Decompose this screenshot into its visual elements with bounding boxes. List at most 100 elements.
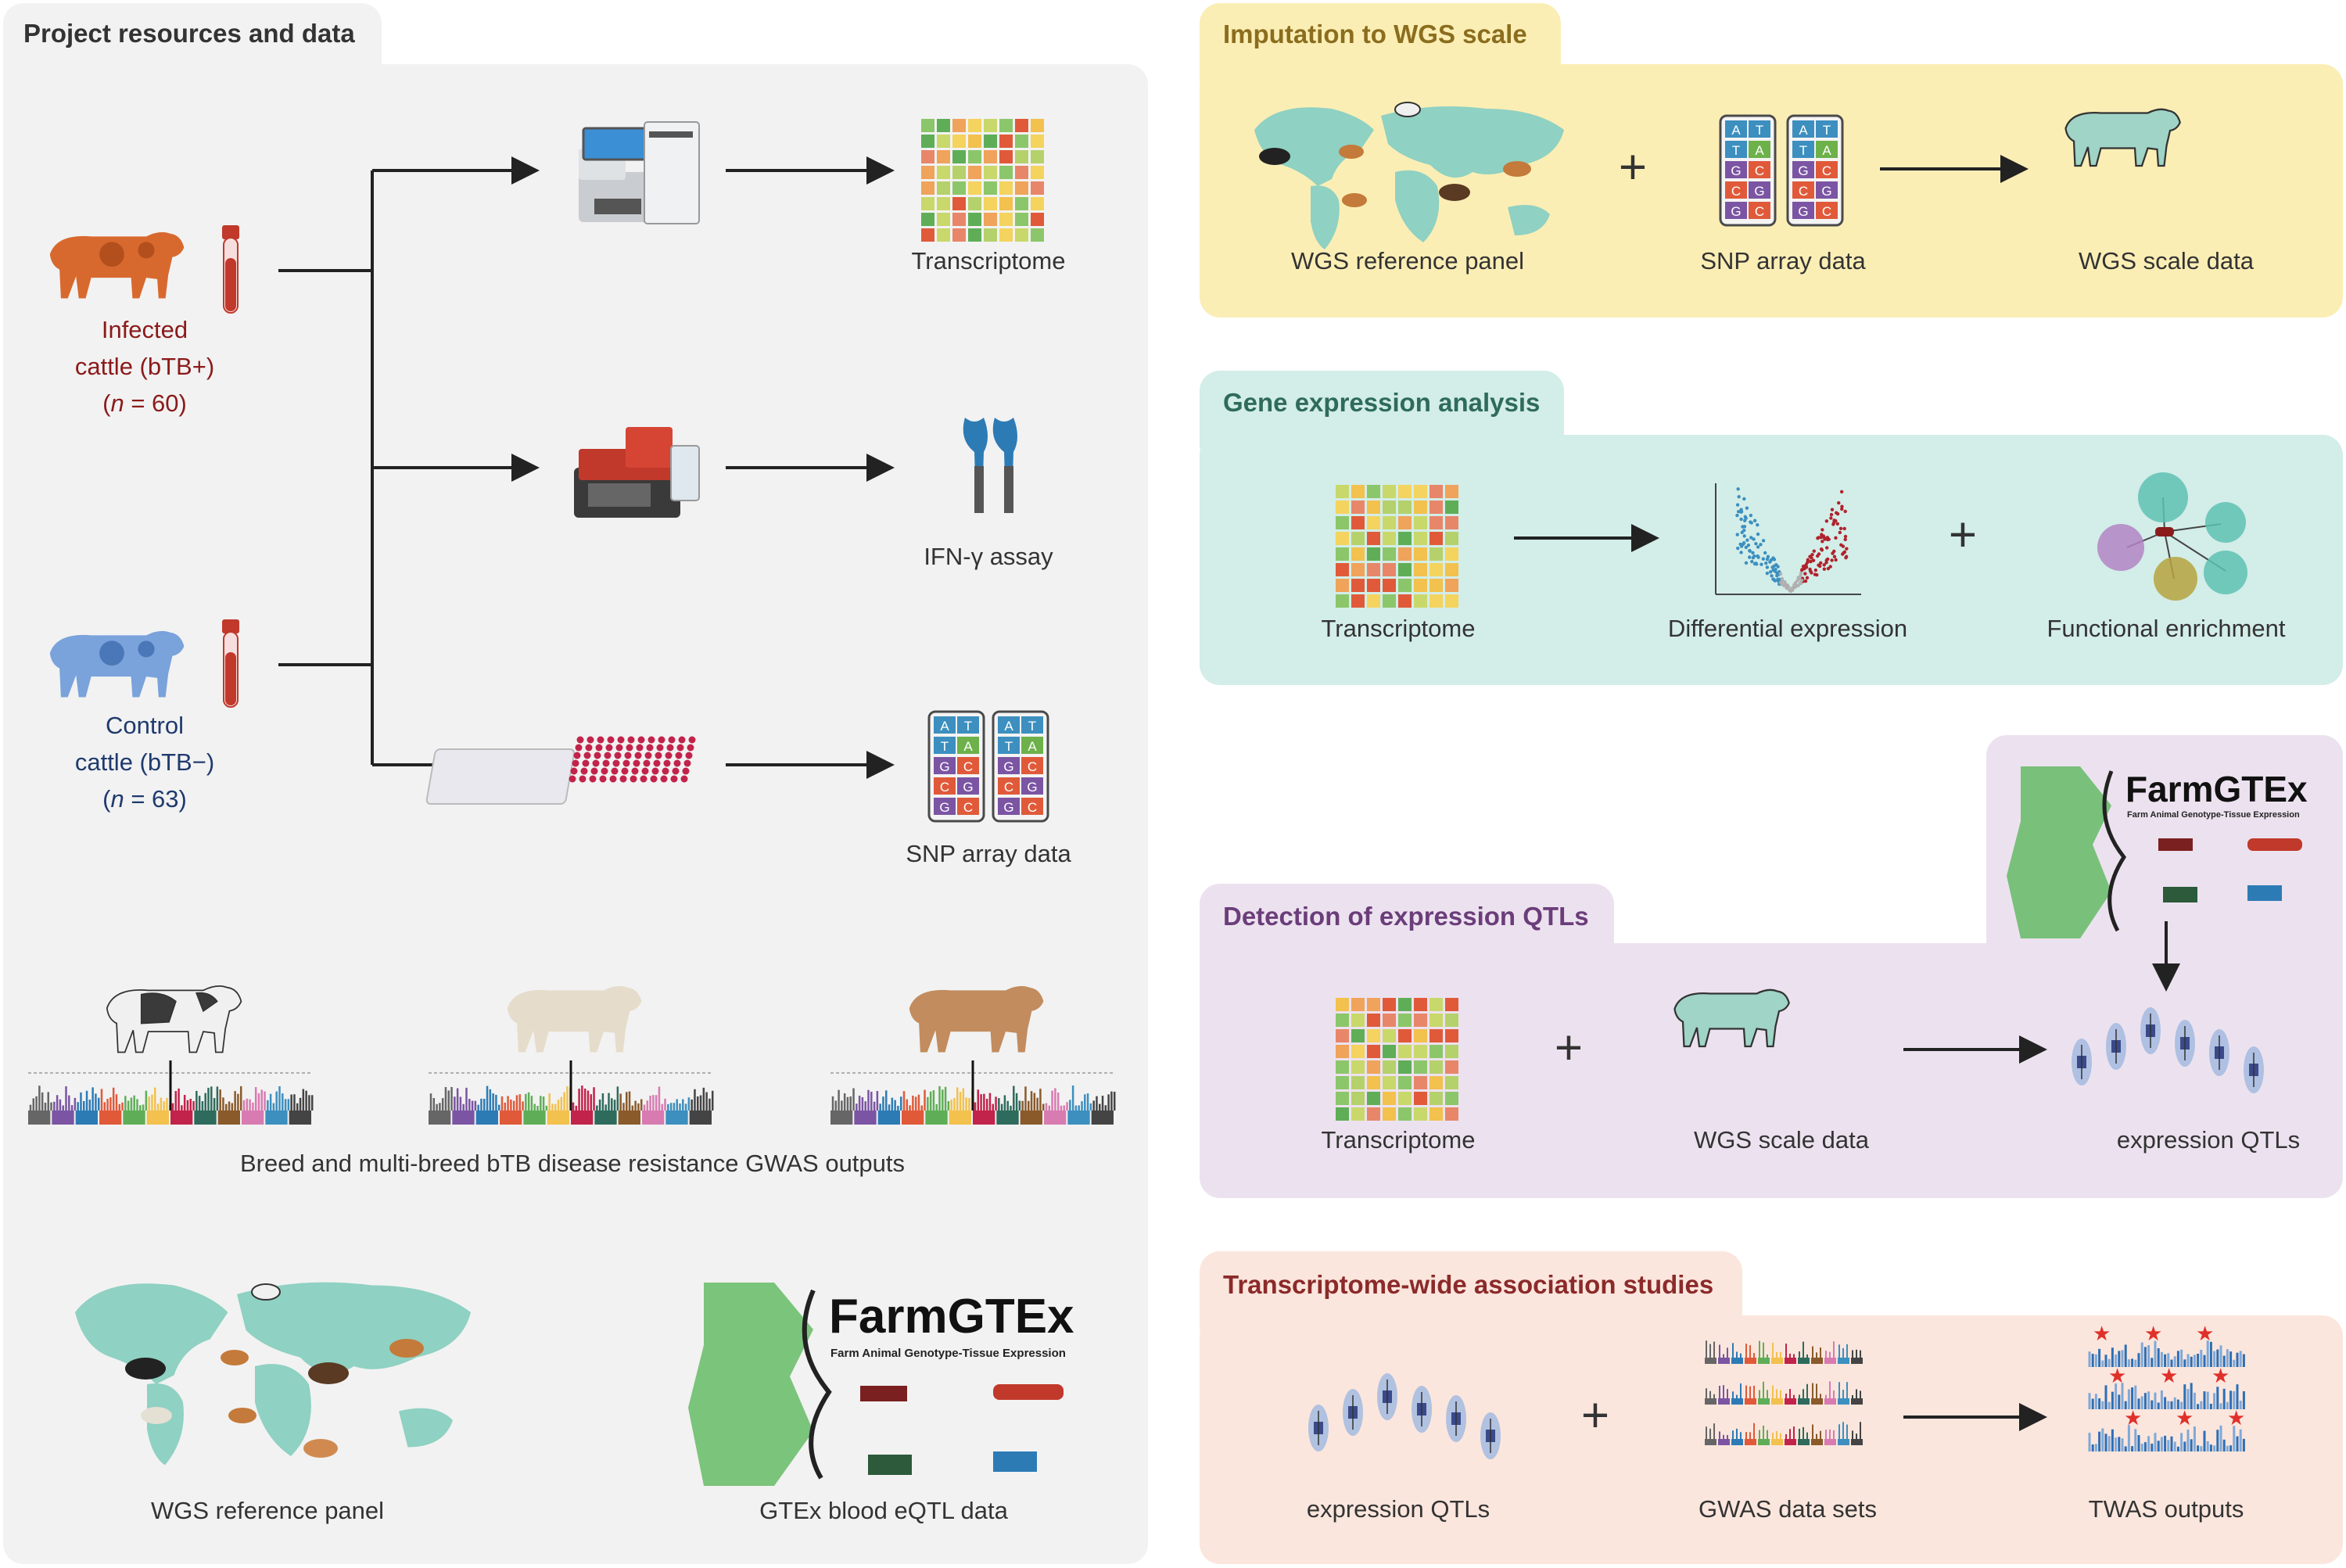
volcano-point — [1763, 551, 1767, 555]
gene-expression-item-2: Differential expression — [1667, 615, 1908, 642]
heatmap-cell — [1414, 485, 1427, 498]
heatmap-cell — [984, 197, 997, 210]
heatmap-cell — [1445, 1076, 1458, 1089]
gwas-band — [1758, 1358, 1770, 1364]
wgs-reference-label: WGS reference panel — [150, 1497, 385, 1524]
heatmap-cell — [921, 150, 934, 163]
infected-blood-tube-icon — [222, 225, 239, 314]
volcano-point — [1765, 571, 1770, 576]
chromosome-band — [618, 1111, 640, 1125]
gene-expression-title: Gene expression analysis — [1223, 388, 1541, 417]
gwas-band — [1811, 1358, 1823, 1364]
gwas-band — [1745, 1398, 1756, 1405]
chromosome-band — [830, 1111, 853, 1125]
plate-well — [685, 752, 693, 759]
gwas-caption: Breed and multi-breed bTB disease resist… — [239, 1150, 906, 1177]
heatmap-cell — [968, 135, 981, 148]
gwas-band — [1798, 1398, 1810, 1405]
heatmap-cell — [921, 181, 934, 195]
plate-well — [672, 767, 680, 775]
volcano-point — [1845, 547, 1849, 551]
gwas-band — [1838, 1439, 1849, 1445]
imputation-title: Imputation to WGS scale — [1223, 20, 1527, 48]
volcano-point — [1749, 521, 1753, 525]
heatmap-cell — [1398, 1045, 1412, 1058]
chromosome-band — [571, 1111, 594, 1125]
chromosome-band — [689, 1111, 712, 1125]
heatmap-cell — [1336, 579, 1349, 592]
heatmap-cell — [1398, 501, 1412, 514]
heatmap-cell — [1336, 516, 1349, 529]
heatmap-cell — [952, 150, 966, 163]
imputation-map-cattle — [1259, 102, 1531, 207]
chromosome-band — [877, 1111, 900, 1125]
heatmap-cell — [1445, 1029, 1458, 1042]
plate-well — [611, 767, 619, 775]
heatmap-cell — [968, 228, 981, 242]
heatmap-cell — [1336, 547, 1349, 561]
gtex-label: GTEx blood eQTL data — [759, 1497, 1008, 1524]
eqtl-title: Detection of expression QTLs — [1223, 902, 1589, 931]
chromosome-band — [642, 1111, 665, 1125]
volcano-point — [1745, 506, 1749, 510]
volcano-point — [1739, 510, 1743, 514]
volcano-point — [1770, 574, 1774, 578]
heatmap-cell — [1414, 1076, 1427, 1089]
volcano-point — [1764, 561, 1768, 565]
heatmap-cell — [1383, 1107, 1396, 1121]
heatmap-cell — [1336, 1076, 1349, 1089]
heatmap-cell — [1351, 1060, 1365, 1074]
heatmap-cell — [1398, 563, 1412, 576]
heatmap-cell — [1414, 998, 1427, 1011]
heatmap-cell — [1367, 485, 1380, 498]
volcano-point — [1815, 572, 1819, 577]
twas-title: Transcriptome-wide association studies — [1223, 1270, 1714, 1299]
volcano-point — [1819, 561, 1823, 565]
heatmap-cell — [1031, 228, 1044, 242]
plate-well — [582, 759, 590, 767]
gwas-band — [1798, 1439, 1810, 1445]
volcano-point — [1828, 565, 1832, 569]
chromosome-band — [854, 1111, 877, 1125]
heatmap-cell — [1398, 1076, 1412, 1089]
heatmap-cell — [1031, 166, 1044, 179]
chromosome-band — [594, 1111, 617, 1125]
volcano-point — [1817, 536, 1820, 540]
volcano-point — [1810, 556, 1813, 560]
volcano-point — [1844, 554, 1849, 558]
heatmap-cell — [1015, 150, 1028, 163]
farmgtex-logo-subtitle: Farm Animal Genotype-Tissue Expression — [830, 1347, 1066, 1360]
plate-well — [627, 736, 635, 744]
plate-well — [583, 752, 591, 759]
plate-well — [624, 752, 632, 759]
gwas-band — [1758, 1439, 1770, 1445]
heatmap-cell — [921, 119, 934, 132]
heatmap-cell — [1367, 563, 1380, 576]
plate-well — [651, 767, 659, 775]
heatmap-cell — [999, 135, 1013, 148]
heatmap-cell — [1031, 135, 1044, 148]
eqtl-item-1: Transcriptome — [1321, 1126, 1476, 1154]
heatmap-cell — [1015, 213, 1028, 226]
chromosome-band — [146, 1111, 169, 1125]
plate-well — [660, 775, 668, 783]
heatmap-cell — [921, 213, 934, 226]
volcano-point — [1824, 558, 1828, 562]
heatmap-cell — [1351, 1107, 1365, 1121]
volcano-point — [1775, 573, 1779, 578]
heatmap-cell — [984, 135, 997, 148]
volcano-point — [1829, 512, 1834, 517]
control-label-line2: cattle (bTB−) — [74, 748, 215, 776]
volcano-point — [1752, 537, 1756, 541]
volcano-point — [1799, 571, 1803, 575]
volcano-point — [1804, 562, 1808, 567]
volcano-point — [1842, 526, 1846, 531]
heatmap-cell — [1414, 579, 1427, 592]
gwas-band — [1824, 1398, 1836, 1405]
heatmap-cell — [1351, 1092, 1365, 1105]
volcano-point — [1772, 577, 1776, 582]
wgs-cow-icon — [2064, 108, 2181, 167]
chromosome-band — [973, 1111, 995, 1125]
heatmap-cell — [937, 181, 950, 195]
heatmap-cell — [1367, 1014, 1380, 1027]
